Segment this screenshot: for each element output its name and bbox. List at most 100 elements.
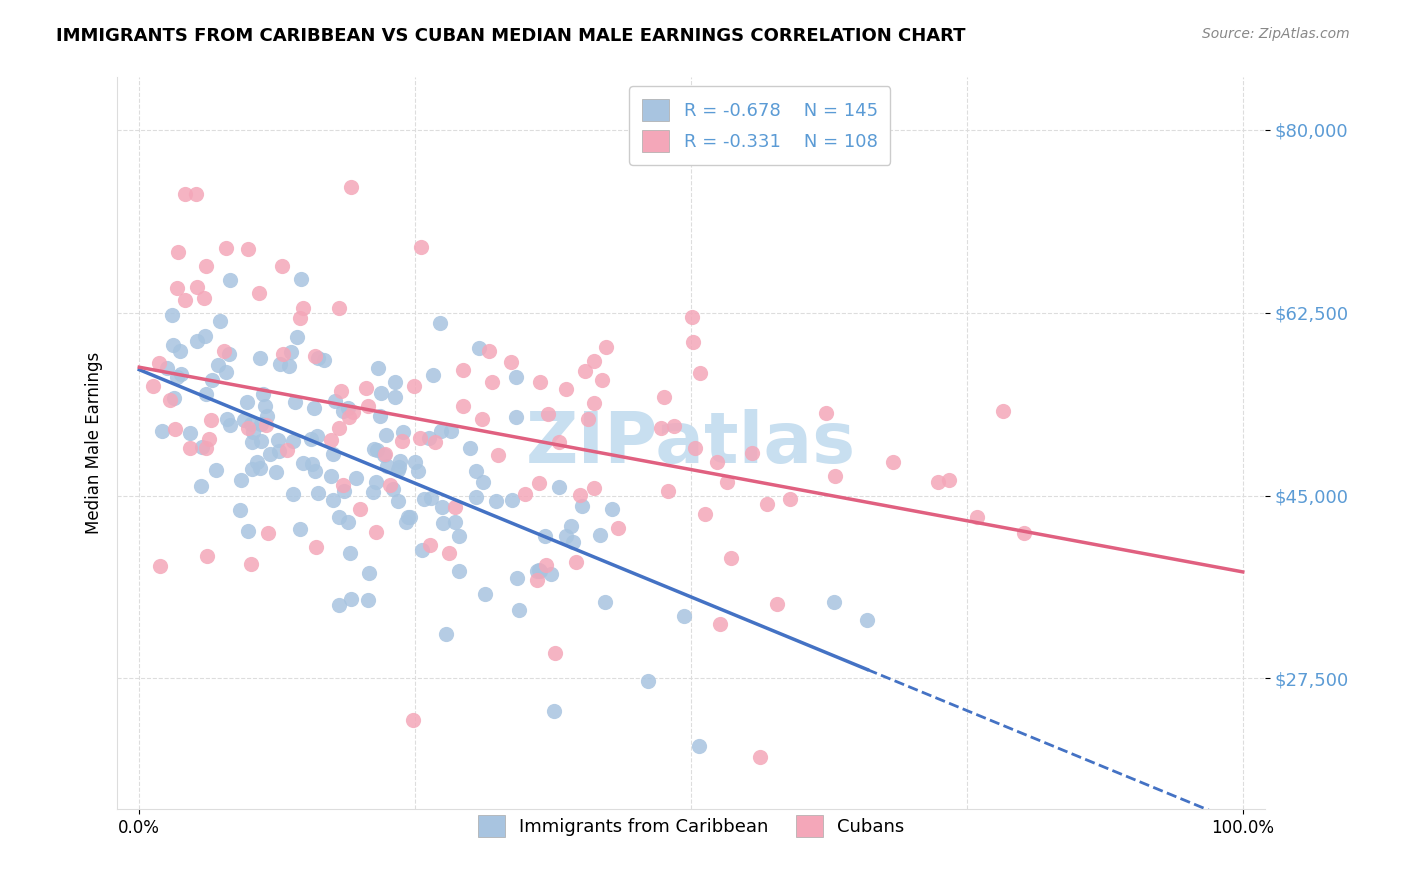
Point: [236, 421, 259, 435]
Text: IMMIGRANTS FROM CARIBBEAN VS CUBAN MEDIAN MALE EARNINGS CORRELATION CHART: IMMIGRANTS FROM CARIBBEAN VS CUBAN MEDIA…: [56, 27, 966, 45]
Point: [254, 418, 277, 433]
Point: [332, 478, 354, 492]
Point: [239, 558, 262, 572]
Point: [342, 405, 364, 419]
Point: [280, 345, 302, 359]
Point: [259, 447, 281, 461]
Point: [378, 478, 401, 492]
Point: [565, 555, 588, 569]
Point: [499, 355, 522, 369]
Point: [290, 311, 312, 326]
Point: [374, 447, 396, 461]
Point: [716, 475, 738, 489]
Point: [150, 424, 173, 438]
Point: [681, 310, 703, 324]
Point: [555, 529, 578, 543]
Point: [332, 404, 354, 418]
Point: [305, 540, 328, 554]
Point: [339, 180, 361, 194]
Point: [561, 535, 583, 549]
Point: [526, 573, 548, 587]
Point: [215, 365, 238, 379]
Point: [756, 497, 779, 511]
Point: [444, 500, 467, 514]
Point: [683, 442, 706, 456]
Point: [195, 441, 218, 455]
Point: [304, 464, 326, 478]
Point: [328, 509, 350, 524]
Point: [337, 409, 360, 424]
Point: [418, 431, 440, 445]
Point: [501, 492, 523, 507]
Point: [451, 363, 474, 377]
Point: [304, 349, 326, 363]
Point: [184, 187, 207, 202]
Point: [430, 500, 453, 515]
Point: [195, 386, 218, 401]
Point: [1012, 526, 1035, 541]
Point: [370, 385, 392, 400]
Point: [256, 525, 278, 540]
Point: [384, 375, 406, 389]
Point: [363, 442, 385, 457]
Point: [672, 609, 695, 624]
Point: [322, 492, 344, 507]
Point: [267, 444, 290, 458]
Point: [388, 454, 411, 468]
Point: [434, 626, 457, 640]
Point: [582, 481, 605, 495]
Point: [966, 510, 988, 524]
Point: [215, 241, 238, 255]
Point: [927, 475, 949, 489]
Point: [219, 273, 242, 287]
Point: [198, 432, 221, 446]
Point: [373, 449, 395, 463]
Point: [824, 469, 846, 483]
Point: [657, 483, 679, 498]
Point: [363, 484, 385, 499]
Point: [411, 543, 433, 558]
Point: [149, 559, 172, 574]
Point: [250, 434, 273, 448]
Point: [356, 381, 378, 395]
Point: [329, 384, 352, 398]
Point: [252, 387, 274, 401]
Point: [409, 239, 432, 253]
Point: [247, 285, 270, 300]
Point: [529, 564, 551, 578]
Point: [468, 341, 491, 355]
Point: [156, 360, 179, 375]
Point: [404, 378, 426, 392]
Point: [186, 280, 208, 294]
Point: [387, 494, 409, 508]
Point: [242, 425, 264, 439]
Point: [323, 393, 346, 408]
Point: [207, 359, 229, 373]
Point: [505, 369, 527, 384]
Point: [165, 422, 187, 436]
Point: [283, 434, 305, 449]
Point: [214, 344, 236, 359]
Point: [186, 334, 208, 348]
Point: [749, 750, 772, 764]
Point: [250, 417, 273, 432]
Point: [554, 382, 576, 396]
Point: [240, 417, 263, 431]
Text: ZIPatlas: ZIPatlas: [526, 409, 856, 478]
Point: [205, 463, 228, 477]
Point: [398, 510, 420, 524]
Point: [292, 456, 315, 470]
Point: [938, 473, 960, 487]
Point: [652, 390, 675, 404]
Point: [170, 368, 193, 382]
Point: [589, 527, 612, 541]
Point: [307, 429, 329, 443]
Point: [766, 597, 789, 611]
Point: [382, 482, 405, 496]
Point: [537, 407, 560, 421]
Point: [429, 316, 451, 330]
Point: [269, 358, 291, 372]
Point: [271, 346, 294, 360]
Point: [357, 592, 380, 607]
Point: [856, 613, 879, 627]
